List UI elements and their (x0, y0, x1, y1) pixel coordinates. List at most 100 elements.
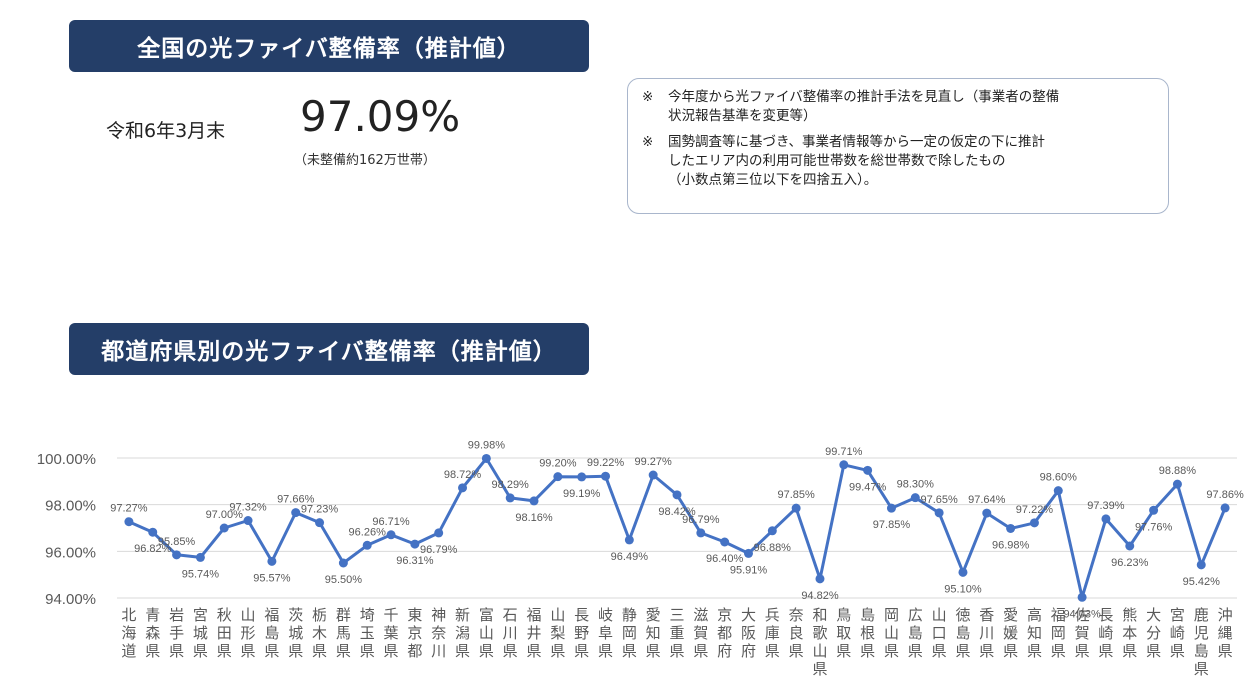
national-rate-value: 97.09% (300, 92, 461, 141)
x-tick-label: 奈良県 (789, 606, 804, 660)
data-label: 97.32% (229, 502, 267, 514)
data-point (1077, 592, 1087, 602)
x-tick-label: 青森県 (145, 606, 160, 660)
data-point (1196, 560, 1206, 570)
data-point (267, 556, 277, 566)
data-label: 96.79% (682, 514, 720, 526)
data-label: 96.23% (1111, 557, 1149, 569)
data-label: 98.30% (897, 479, 935, 491)
data-label: 99.98% (468, 439, 506, 451)
x-tick-label: 滋賀県 (693, 606, 708, 660)
data-label: 97.65% (920, 494, 958, 506)
data-label: 96.26% (349, 526, 387, 538)
x-tick-label: 大分県 (1146, 606, 1161, 660)
data-label: 99.27% (635, 456, 673, 468)
data-point (219, 523, 229, 533)
x-tick-label: 富山県 (479, 606, 494, 660)
data-point (1125, 541, 1135, 551)
x-tick-label: 長野県 (574, 606, 589, 660)
data-label: 98.29% (492, 479, 530, 491)
x-tick-label: 愛媛県 (1003, 606, 1018, 660)
x-tick-label: 岐阜県 (598, 606, 613, 660)
x-tick-label: 栃木県 (312, 606, 327, 660)
x-tick-label: 大阪府 (741, 606, 756, 660)
data-label: 98.16% (515, 512, 553, 524)
data-label: 96.98% (992, 539, 1030, 551)
data-label: 95.57% (253, 572, 291, 584)
x-tick-label: 宮城県 (193, 606, 208, 660)
x-tick-label: 宮崎県 (1170, 606, 1185, 660)
x-tick-label: 北海道 (121, 606, 136, 660)
x-tick-label: 愛知県 (646, 606, 661, 660)
data-point (601, 471, 611, 481)
data-label: 99.19% (563, 488, 601, 500)
data-point (362, 540, 372, 550)
data-point (338, 558, 348, 568)
prefecture-rate-title: 都道府県別の光ファイバ整備率（推計値） (101, 339, 557, 365)
data-label: 96.79% (420, 544, 458, 556)
data-point (386, 530, 396, 540)
x-tick-label: 山口県 (932, 606, 947, 660)
data-label: 97.22% (1016, 504, 1054, 516)
data-label: 95.91% (730, 564, 768, 576)
data-point (291, 508, 301, 518)
data-point (315, 518, 325, 528)
data-label: 97.23% (301, 504, 339, 516)
y-tick-label: 94.00% (45, 591, 96, 608)
x-tick-label: 高知県 (1027, 606, 1042, 660)
data-point (148, 527, 158, 537)
data-point (910, 493, 920, 503)
data-label: 97.85% (873, 519, 911, 531)
data-point (1053, 486, 1063, 496)
data-label: 95.10% (944, 583, 982, 595)
data-point (743, 548, 753, 558)
x-tick-label: 香川県 (979, 606, 994, 660)
data-label: 95.50% (325, 574, 363, 586)
x-tick-label: 石川県 (503, 606, 518, 660)
data-label: 97.76% (1135, 521, 1173, 533)
x-tick-label: 山形県 (241, 606, 256, 660)
x-tick-label: 熊本県 (1122, 606, 1137, 660)
x-tick-label: 広島県 (908, 606, 923, 660)
data-label: 96.88% (754, 542, 792, 554)
national-rate-title: 全国の光ファイバ整備率（推計値） (137, 36, 521, 62)
data-point (1006, 523, 1016, 533)
data-point (505, 493, 515, 503)
data-point (434, 528, 444, 538)
national-rate-banner: 全国の光ファイバ整備率（推計値） (69, 20, 589, 72)
data-point (124, 517, 134, 527)
x-tick-label: 鹿児島県 (1194, 606, 1209, 678)
data-label: 96.49% (611, 551, 649, 563)
data-label: 96.71% (372, 516, 410, 528)
data-point (243, 516, 253, 526)
data-label: 99.22% (587, 457, 625, 469)
data-label: 98.60% (1040, 472, 1078, 484)
x-tick-label: 新潟県 (455, 606, 470, 660)
data-point (172, 550, 182, 560)
x-tick-label: 東京都 (407, 606, 422, 660)
data-point (886, 503, 896, 513)
data-point (863, 465, 873, 475)
data-label: 99.47% (849, 481, 887, 493)
data-label: 95.85% (158, 536, 196, 548)
data-label: 99.71% (825, 446, 863, 458)
notes-box: ※ 今年度から光ファイバ整備率の推計手法を見直し（事業者の整備 状況報告基準を変… (627, 78, 1169, 214)
unserved-households: （未整備約162万世帯） (294, 153, 436, 168)
x-tick-label: 埼玉県 (360, 606, 375, 660)
x-tick-label: 福井県 (527, 606, 542, 660)
data-point (1220, 503, 1230, 513)
x-tick-label: 神奈川 (431, 606, 446, 660)
x-tick-label: 岩手県 (169, 606, 184, 660)
data-label: 95.74% (182, 568, 220, 580)
x-tick-label: 福岡県 (1051, 606, 1066, 660)
data-point (529, 496, 539, 506)
data-point (410, 539, 420, 549)
data-point (672, 490, 682, 500)
data-point (934, 508, 944, 518)
data-label: 94.82% (801, 590, 839, 602)
data-point (648, 470, 658, 480)
data-point (553, 472, 563, 482)
y-tick-label: 98.00% (45, 498, 96, 515)
data-label: 95.42% (1183, 576, 1221, 588)
data-point (1029, 518, 1039, 528)
